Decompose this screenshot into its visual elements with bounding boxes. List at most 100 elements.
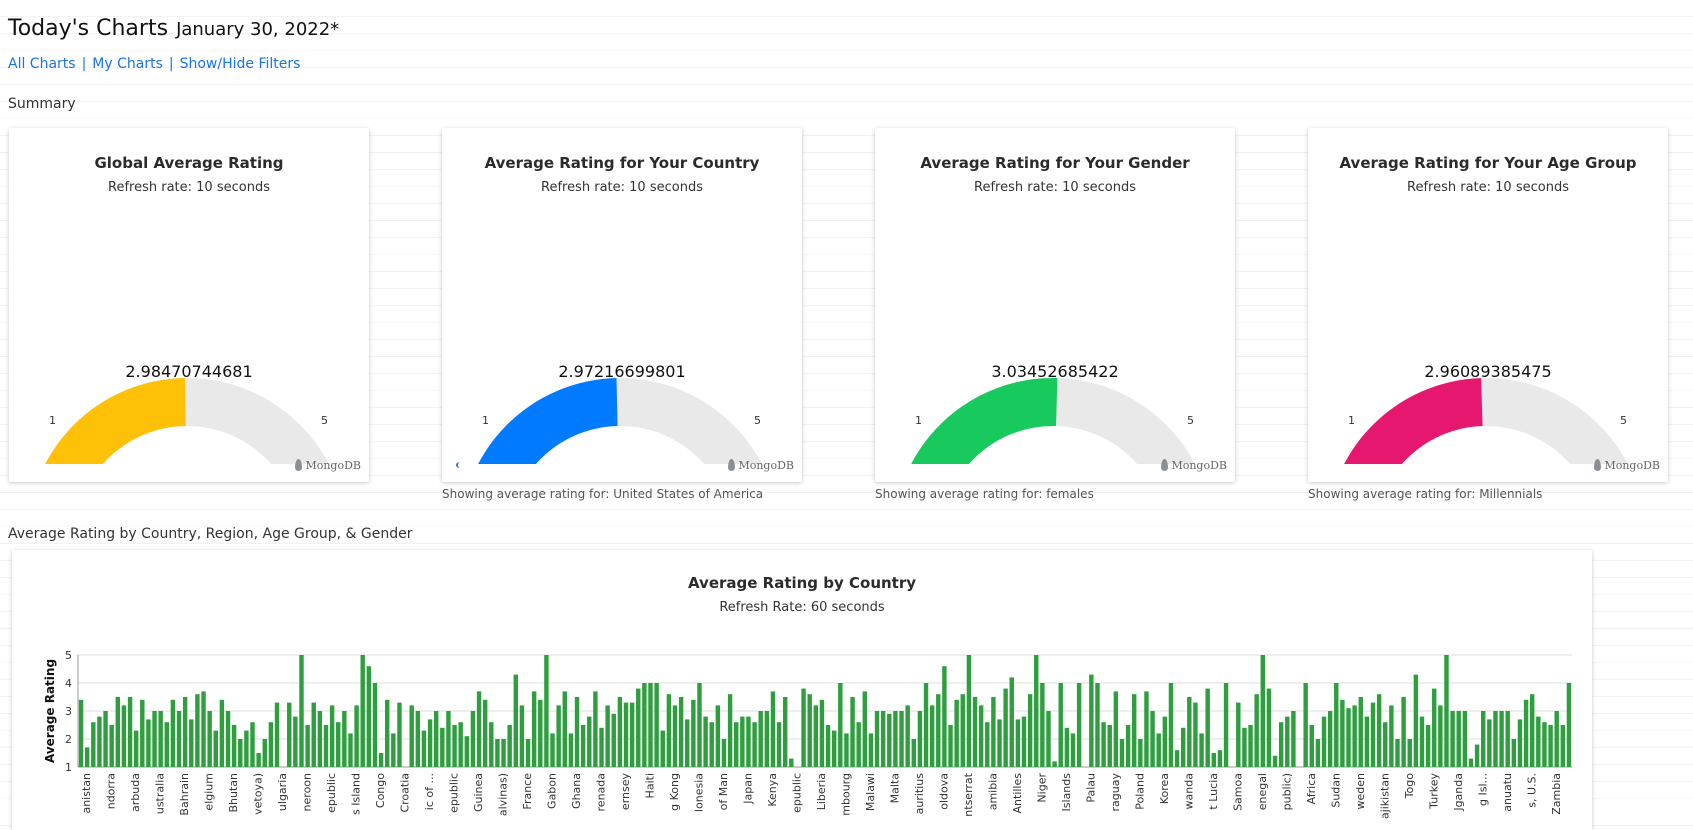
bar bbox=[893, 711, 898, 767]
bar bbox=[1107, 725, 1112, 767]
bar bbox=[1180, 727, 1186, 767]
gauge-fill bbox=[911, 378, 1058, 464]
bar bbox=[372, 683, 378, 767]
x-tick-label: g Isl... bbox=[1476, 773, 1489, 806]
bar bbox=[1034, 655, 1039, 767]
bar bbox=[305, 725, 310, 767]
my-charts-link[interactable]: My Charts bbox=[92, 56, 163, 72]
x-tick-label: g Kong bbox=[668, 773, 681, 811]
bar bbox=[231, 725, 237, 767]
x-tick-label: ulgaria bbox=[276, 773, 289, 811]
bar bbox=[844, 733, 849, 767]
summary-label: Summary bbox=[8, 96, 76, 112]
x-tick-label: Zambia bbox=[1550, 773, 1563, 815]
bar bbox=[862, 691, 867, 767]
x-tick-label: Congo bbox=[374, 773, 387, 808]
page-header: Today's Charts January 30, 2022* bbox=[8, 16, 339, 41]
gauge-min-label: 1 bbox=[915, 414, 922, 427]
gauge-card-country[interactable]: Average Rating for Your Country Refresh … bbox=[442, 128, 802, 482]
bar bbox=[1070, 733, 1076, 767]
card-refresh-rate: Refresh rate: 10 seconds bbox=[1407, 180, 1569, 195]
bar bbox=[1511, 739, 1517, 767]
bar bbox=[1021, 716, 1027, 767]
bar bbox=[991, 697, 996, 767]
bar bbox=[1334, 683, 1339, 767]
bar bbox=[140, 699, 145, 767]
country-bar-chart-card[interactable]: Average Rating by Country Refresh Rate: … bbox=[12, 550, 1592, 830]
x-tick-label: Palau bbox=[1084, 773, 1097, 803]
bar bbox=[1046, 711, 1051, 767]
bar bbox=[219, 699, 225, 767]
gauge-card-global[interactable]: Global Average Rating Refresh rate: 10 s… bbox=[9, 128, 369, 482]
bar bbox=[727, 694, 733, 767]
x-tick-label: of Man bbox=[717, 773, 730, 810]
bar bbox=[1162, 716, 1168, 767]
gauge-card-age-group[interactable]: Average Rating for Your Age Group Refres… bbox=[1308, 128, 1668, 482]
bar bbox=[78, 699, 84, 767]
bar bbox=[1554, 711, 1559, 767]
bar bbox=[911, 739, 916, 767]
gauge-value: 3.03452685422 bbox=[991, 362, 1119, 381]
bar bbox=[495, 739, 500, 767]
bar bbox=[1254, 694, 1259, 767]
bar bbox=[1027, 694, 1033, 767]
bar bbox=[899, 711, 904, 767]
gauge-card-gender[interactable]: Average Rating for Your Gender Refresh r… bbox=[875, 128, 1235, 482]
bar bbox=[415, 711, 421, 767]
gauge-min-label: 1 bbox=[482, 414, 489, 427]
bar bbox=[409, 705, 414, 767]
bar bbox=[1242, 727, 1247, 767]
x-tick-label: ustralia bbox=[154, 773, 167, 814]
bar bbox=[1370, 702, 1376, 767]
bar bbox=[544, 655, 549, 767]
bar bbox=[329, 705, 335, 767]
gauge-chart bbox=[911, 378, 1195, 464]
bar bbox=[121, 705, 127, 767]
bar bbox=[1150, 711, 1155, 767]
bar bbox=[936, 694, 941, 767]
x-tick-label: Guinea bbox=[472, 773, 485, 812]
x-tick-label: auritius bbox=[913, 773, 926, 815]
bar bbox=[323, 725, 329, 767]
bar bbox=[1174, 750, 1180, 767]
bar bbox=[262, 739, 267, 767]
bar bbox=[672, 705, 678, 767]
y-tick-label: 4 bbox=[65, 677, 72, 690]
bar bbox=[476, 691, 482, 767]
gauge-value: 2.96089385475 bbox=[1424, 362, 1552, 381]
all-charts-link[interactable]: All Charts bbox=[8, 56, 76, 72]
bar bbox=[1364, 716, 1370, 767]
bar bbox=[115, 697, 120, 767]
x-tick-label: Malawi bbox=[864, 773, 877, 811]
mongodb-logo: MongoDB bbox=[1594, 459, 1660, 472]
bar bbox=[985, 722, 990, 767]
bar bbox=[348, 733, 353, 767]
bar bbox=[507, 725, 512, 767]
bar bbox=[250, 722, 255, 767]
bar bbox=[905, 705, 910, 767]
bar bbox=[1505, 711, 1510, 767]
bar bbox=[1015, 719, 1021, 767]
show-hide-filters-link[interactable]: Show/Hide Filters bbox=[179, 56, 301, 72]
bar bbox=[1278, 722, 1284, 767]
bar bbox=[336, 722, 341, 767]
bar bbox=[1009, 677, 1014, 767]
bar bbox=[978, 705, 984, 767]
bar bbox=[1052, 761, 1057, 767]
bar bbox=[942, 666, 947, 767]
x-tick-label: t Lucia bbox=[1207, 773, 1220, 810]
bar bbox=[856, 722, 861, 767]
x-tick-label: s, U.S. bbox=[1525, 773, 1538, 808]
x-tick-label: neroon bbox=[301, 773, 314, 811]
bar bbox=[256, 753, 261, 767]
x-tick-label: weden bbox=[1354, 773, 1367, 810]
x-tick-label: Niger bbox=[1035, 773, 1048, 803]
bar bbox=[1481, 711, 1486, 767]
bar bbox=[1076, 683, 1082, 767]
bar bbox=[225, 711, 231, 767]
bar bbox=[1376, 694, 1382, 767]
bar bbox=[1523, 699, 1529, 767]
bar bbox=[1530, 694, 1535, 767]
bar bbox=[531, 691, 537, 767]
bar bbox=[562, 691, 567, 767]
